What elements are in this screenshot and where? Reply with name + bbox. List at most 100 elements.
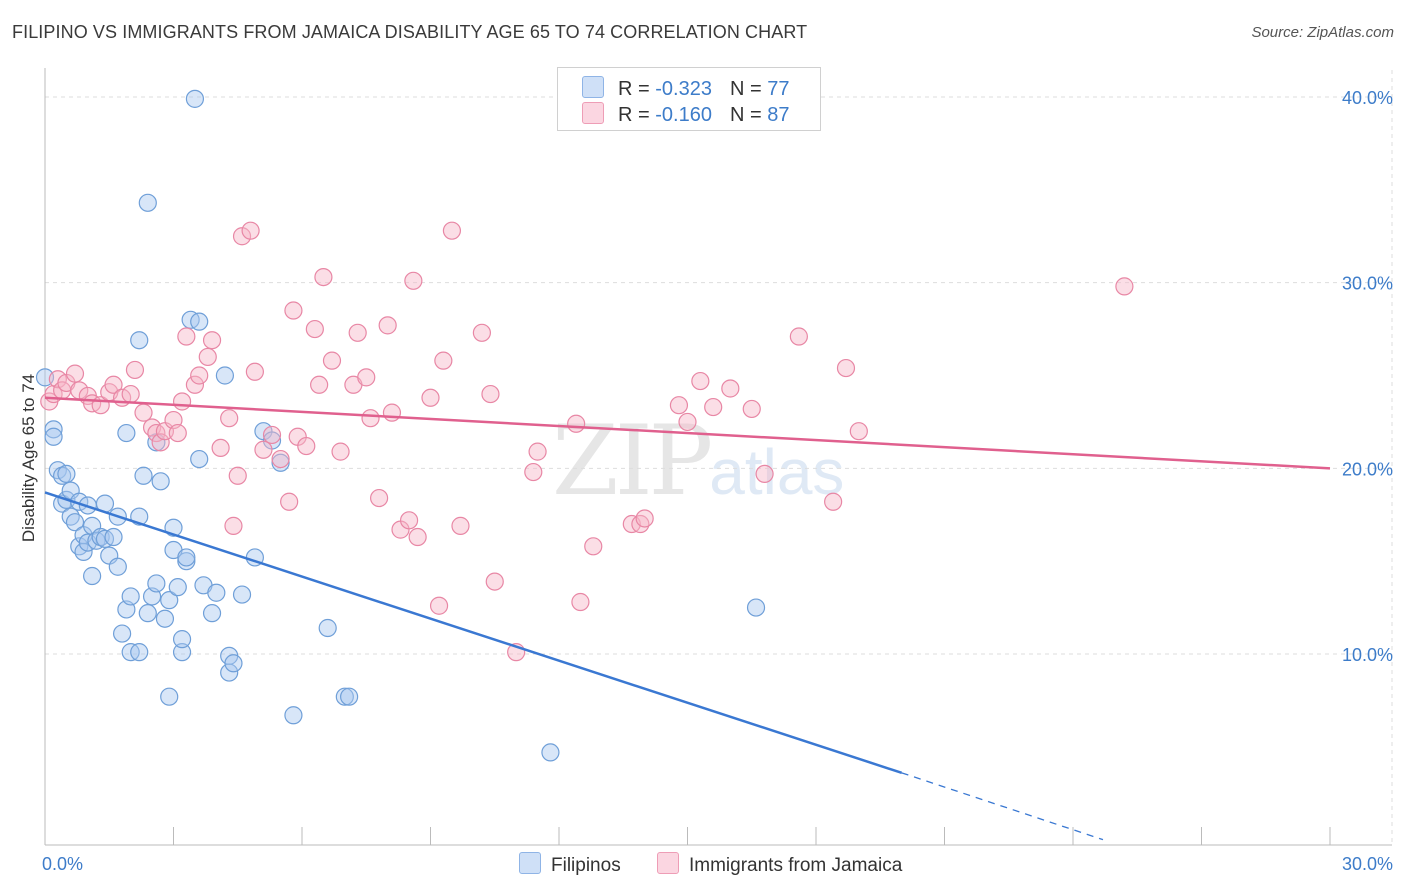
jamaica-point bbox=[824, 492, 843, 511]
jamaica-point bbox=[678, 412, 697, 432]
filipinos-point bbox=[224, 654, 243, 673]
jamaica-point bbox=[271, 449, 290, 469]
jamaica-point bbox=[584, 537, 603, 556]
filipinos-point bbox=[83, 566, 102, 586]
x-tick-label: 0.0% bbox=[42, 854, 83, 874]
tick-labels: 10.0% 20.0% 30.0% 40.0% 0.0% 30.0% bbox=[42, 88, 1393, 874]
jamaica-point bbox=[635, 509, 654, 528]
jamaica-point bbox=[310, 375, 329, 394]
filipinos-point bbox=[108, 557, 127, 576]
filipinos-point bbox=[44, 420, 63, 439]
series-jamaica-points bbox=[40, 221, 1134, 662]
filipinos-point bbox=[232, 585, 252, 604]
jamaica-point bbox=[429, 596, 449, 615]
jamaica-point bbox=[314, 267, 333, 287]
grid-lines bbox=[45, 70, 1393, 845]
jamaica-point bbox=[789, 327, 808, 346]
filipinos-point bbox=[335, 687, 354, 706]
jamaica-point bbox=[567, 414, 586, 433]
jamaica-point bbox=[528, 442, 547, 461]
filipinos-point bbox=[185, 89, 205, 108]
jamaica-point bbox=[211, 438, 230, 458]
legend-n-label: N = bbox=[729, 104, 768, 126]
y-tick-label: 10.0% bbox=[1342, 645, 1393, 665]
legend-row-jamaica: R = -0.160 N = 87 bbox=[582, 102, 789, 126]
filipinos-point bbox=[117, 423, 136, 443]
filipinos-point bbox=[112, 624, 132, 643]
jamaica-point bbox=[284, 301, 303, 320]
filipinos-point bbox=[57, 464, 76, 484]
filipinos-point bbox=[138, 604, 157, 623]
filipinos-point bbox=[121, 587, 140, 606]
jamaica-point bbox=[691, 371, 710, 391]
watermark: ZIPatlas bbox=[552, 405, 844, 517]
filipinos-point bbox=[168, 578, 187, 597]
filipinos-point bbox=[220, 663, 239, 682]
watermark-zip: ZIP bbox=[552, 405, 713, 517]
chart-title: FILIPINO VS IMMIGRANTS FROM JAMAICA DISA… bbox=[12, 22, 808, 42]
jamaica-point bbox=[571, 592, 590, 612]
filipinos-point bbox=[190, 312, 209, 331]
jamaica-point bbox=[322, 351, 342, 370]
legend-label-jamaica: Immigrants from Jamaica bbox=[689, 855, 903, 876]
jamaica-point bbox=[1115, 277, 1134, 296]
filipinos-point bbox=[541, 743, 560, 762]
jamaica-point bbox=[524, 462, 543, 482]
legend-r-label: R = bbox=[618, 78, 656, 100]
stats-legend: R = -0.323 N = 77 R = -0.160 N = 87 bbox=[557, 67, 821, 131]
jamaica-point bbox=[220, 409, 239, 428]
jamaica-point bbox=[408, 527, 427, 547]
legend-swatch-filipinos bbox=[519, 852, 541, 874]
filipinos-point bbox=[340, 687, 359, 706]
filipinos-point bbox=[104, 527, 123, 547]
y-tick-label: 40.0% bbox=[1342, 88, 1393, 108]
jamaica-point bbox=[190, 366, 209, 385]
source-label: Source: ZipAtlas.com bbox=[1251, 24, 1394, 41]
y-axis-title: Disability Age 65 to 74 bbox=[19, 374, 38, 542]
filipinos-point bbox=[134, 466, 153, 485]
filipinos-point bbox=[155, 609, 175, 628]
jamaica-point bbox=[202, 331, 222, 350]
jamaica-point bbox=[104, 375, 123, 394]
legend-n-value: 87 bbox=[767, 104, 790, 126]
jamaica-point bbox=[434, 351, 453, 370]
filipinos-point bbox=[65, 513, 85, 532]
legend-row-filipinos: R = -0.323 N = 77 bbox=[582, 76, 789, 100]
filipinos-point bbox=[151, 472, 170, 491]
jamaica-point bbox=[348, 323, 367, 342]
jamaica-point bbox=[185, 375, 205, 394]
y-tick-label: 20.0% bbox=[1342, 459, 1393, 479]
jamaica-point bbox=[168, 423, 187, 443]
jamaica-point bbox=[134, 403, 153, 422]
jamaica-point bbox=[357, 368, 376, 387]
filipinos-point bbox=[177, 548, 196, 567]
jamaica-point bbox=[331, 442, 350, 461]
jamaica-point bbox=[481, 384, 500, 404]
legend-r-value: -0.323 bbox=[655, 78, 712, 100]
legend-swatch-jamaica bbox=[657, 852, 679, 874]
filipinos-point bbox=[172, 630, 192, 649]
jamaica-point bbox=[849, 422, 868, 441]
filipinos-point bbox=[160, 687, 179, 706]
jamaica-point bbox=[399, 511, 419, 530]
watermark-atlas: atlas bbox=[709, 436, 845, 508]
legend-swatch-filipinos bbox=[582, 76, 604, 98]
jamaica-point bbox=[836, 358, 856, 378]
jamaica-point bbox=[297, 436, 316, 456]
trend-lines bbox=[44, 396, 1331, 841]
legend-item-filipinos: Filipinos bbox=[519, 852, 621, 876]
jamaica-point bbox=[370, 488, 389, 508]
legend-label-filipinos: Filipinos bbox=[551, 855, 621, 876]
jamaica-point bbox=[65, 364, 85, 383]
trend-line-filipinos-extension bbox=[901, 772, 1104, 841]
jamaica-point bbox=[125, 360, 145, 380]
trend-line-filipinos bbox=[44, 491, 903, 775]
y-tick-label: 30.0% bbox=[1342, 274, 1393, 294]
jamaica-point bbox=[177, 327, 196, 346]
jamaica-point bbox=[485, 572, 504, 591]
jamaica-point bbox=[121, 384, 140, 404]
jamaica-point bbox=[224, 516, 243, 535]
jamaica-point bbox=[280, 492, 299, 511]
jamaica-point bbox=[704, 397, 723, 417]
legend-n-value: 77 bbox=[767, 78, 790, 100]
